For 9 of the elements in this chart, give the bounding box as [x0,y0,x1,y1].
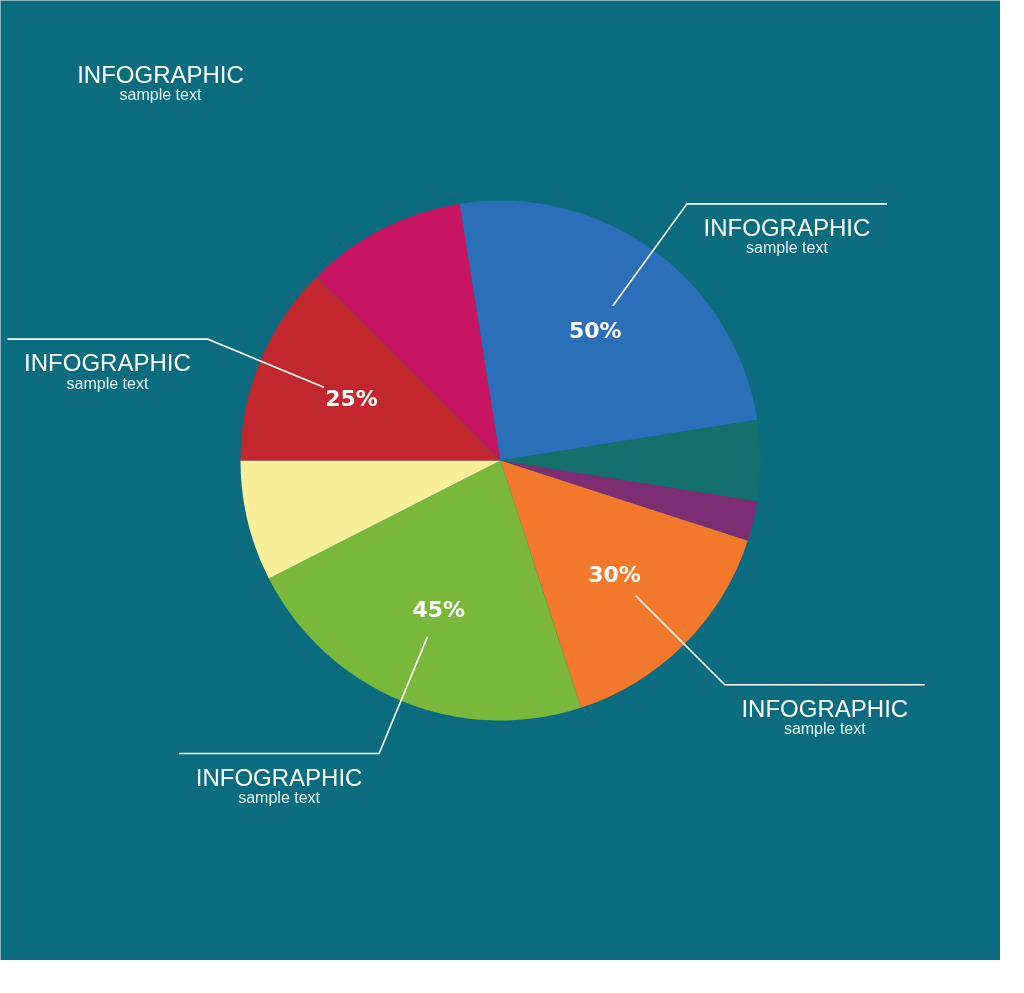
slice-label: INFOGRAPHIC sample text [24,349,191,392]
slice-label: INFOGRAPHIC sample text [195,763,363,807]
data-label: 25% [325,386,378,412]
slice-label: INFOGRAPHIC sample text [741,694,909,738]
slice-label: INFOGRAPHIC sample text [703,213,871,257]
data-label: 50% [568,317,622,343]
data-label: 45% [412,596,466,622]
data-label: 30% [588,561,641,587]
text: INFOGRAPHIC sample text [77,60,244,104]
